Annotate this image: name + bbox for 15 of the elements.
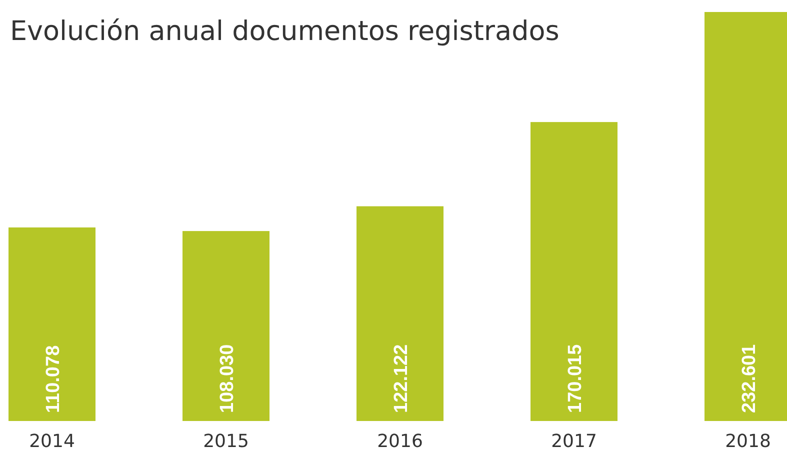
bar: [8, 227, 96, 421]
x-tick-label: 2017: [551, 431, 597, 452]
data-label: 232.601: [739, 344, 760, 413]
data-label: 108.030: [217, 344, 238, 413]
data-label: 122.122: [391, 344, 412, 413]
bar: [356, 206, 444, 421]
bar: [530, 122, 618, 421]
x-tick-label: 2016: [377, 431, 423, 452]
x-tick-label: 2018: [725, 431, 771, 452]
chart-title: Evolución anual documentos registrados: [10, 16, 560, 47]
x-tick-label: 2015: [203, 431, 249, 452]
x-tick-label: 2014: [29, 431, 75, 452]
data-label: 170.015: [565, 344, 586, 413]
data-label: 110.078: [43, 345, 64, 413]
bar: [182, 231, 270, 421]
